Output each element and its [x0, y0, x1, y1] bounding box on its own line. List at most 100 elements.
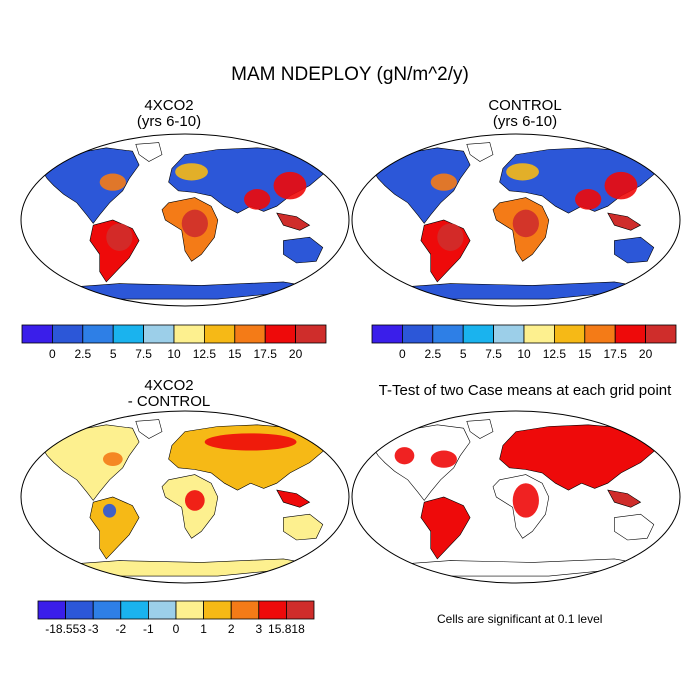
colorbar-diff-boxes-box-2	[92, 600, 122, 620]
colorbar-4xco2-boxes-box-2	[82, 324, 114, 344]
panel-2-title-line1: CONTROL	[488, 97, 562, 114]
colorbar-diff-boxes-box-0	[37, 600, 67, 620]
colorbar-diff-label-3: -1	[143, 622, 154, 636]
hotspot-africa-center	[512, 209, 539, 238]
globe-outline	[351, 410, 681, 584]
continent-seasia	[607, 489, 642, 508]
hotspot-eurasia-north	[204, 433, 297, 451]
colorbar-4xco2-label-6: 15	[228, 347, 242, 361]
continent-namerica	[371, 147, 471, 224]
globe-outline	[351, 133, 681, 307]
continent-seasia	[607, 212, 642, 231]
panel-1-title-line1: 4XCO2	[144, 97, 194, 114]
continent-australia	[614, 236, 655, 264]
hotspot-namerica-east	[430, 173, 457, 191]
colorbar-4xco2-label-3: 7.5	[135, 347, 152, 361]
colorbar-4xco2-boxes-box-4	[143, 324, 175, 344]
hotspot-namerica-east	[430, 450, 457, 468]
colorbar-4xco2-boxes-box-5	[173, 324, 205, 344]
hotspot-samerica-inner	[106, 223, 133, 251]
colorbar-diff-label-1: -3	[87, 622, 99, 636]
hotspot-africa-center	[185, 490, 205, 511]
colorbar-control-label-7: 17.5	[603, 347, 627, 361]
colorbar-4xco2-boxes-box-8	[264, 324, 297, 344]
colorbar-4xco2-label-1: 2.5	[74, 347, 92, 361]
continent-australia	[283, 236, 324, 264]
colorbar-4xco2-label-7: 17.5	[253, 347, 277, 361]
colorbar-4xco2-label-0: 0	[49, 347, 56, 361]
colorbar-4xco2-boxes-box-0	[21, 324, 53, 344]
colorbar-control-label-1: 2.5	[424, 347, 442, 361]
colorbar-control-boxes-box-3	[462, 324, 495, 344]
colorbar-4xco2-boxes-box-6	[203, 324, 236, 344]
hotspot-europe	[175, 163, 208, 181]
panel-1-title-line2: (yrs 6-10)	[136, 113, 202, 130]
hotspot-samerica-blue	[103, 503, 117, 518]
map-panel-4	[351, 410, 681, 584]
continent-samerica	[420, 496, 471, 560]
continent-eurasia	[499, 424, 658, 491]
colorbar-4xco2-boxes-box-1	[52, 324, 84, 344]
colorbar-control-boxes	[371, 324, 677, 344]
map-panel-1	[20, 133, 350, 307]
colorbar-4xco2-boxes-box-3	[112, 324, 144, 344]
colorbar-4xco2-boxes	[21, 324, 327, 344]
colorbar-diff-label-7: 3	[255, 622, 263, 636]
significance-note: Cells are significant at 0.1 level	[437, 612, 603, 626]
colorbar-diff-boxes-box-3	[120, 600, 149, 620]
colorbar-diff-label-8: 15.818	[268, 622, 305, 636]
continent-greenland	[466, 419, 494, 439]
colorbar-4xco2-label-5: 12.5	[192, 347, 217, 361]
colorbar-control-boxes-box-9	[645, 324, 677, 344]
colorbar-control-boxes-box-5	[523, 324, 555, 344]
colorbar-control-boxes-box-0	[371, 324, 403, 344]
continent-greenland	[466, 142, 494, 162]
colorbar-control-label-8: 20	[638, 347, 653, 361]
colorbar-control-label-5: 12.5	[542, 347, 567, 361]
colorbar-diff-boxes-box-9	[285, 600, 315, 620]
colorbar-diff-boxes-box-4	[147, 600, 177, 620]
colorbar-control-boxes-box-2	[432, 324, 464, 344]
hotspot-eurasia-india	[244, 189, 271, 210]
colorbar-diff-labels: -18.553 -3 -2 -1 0 1 2 3 15.818	[0, 622, 700, 638]
colorbar-diff-label-2: -2	[115, 622, 127, 636]
hotspot-namerica-east	[99, 173, 126, 191]
colorbar-control-label-3: 7.5	[485, 347, 502, 361]
map-panel-3	[20, 410, 350, 584]
colorbar-4xco2-label-8: 20	[288, 347, 303, 361]
colorbar-diff-boxes	[37, 600, 315, 620]
continent-namerica	[40, 147, 140, 224]
colorbar-diff-boxes-box-8	[258, 600, 287, 620]
colorbar-control-boxes-box-1	[401, 324, 434, 344]
hotspot-eurasia-east	[273, 171, 307, 200]
colorbar-diff-boxes-box-6	[203, 600, 232, 620]
colorbar-4xco2-label-2: 5	[109, 347, 117, 361]
hotspot-africa-center	[512, 483, 539, 518]
continent-seasia	[276, 489, 311, 508]
panel-4-title-line1: T-Test of two Case means at each grid po…	[378, 382, 672, 399]
colorbar-control-boxes-box-6	[554, 324, 586, 344]
hotspot-europe	[506, 163, 539, 181]
colorbar-control-label-2: 5	[459, 347, 467, 361]
colorbar-control-boxes-box-7	[584, 324, 616, 344]
colorbar-4xco2-boxes-box-9	[295, 324, 327, 344]
colorbar-4xco2-labels: 0 2.5 5 7.5 10 12.5 15 17.5 20	[0, 347, 700, 363]
colorbar-control-label-4: 10	[517, 347, 531, 361]
colorbar-4xco2-boxes-box-7	[234, 324, 266, 344]
colorbar-control-label-0: 0	[399, 347, 406, 361]
land-group	[371, 419, 658, 577]
figure-title: MAM NDEPLOY (gN/m^2/y)	[231, 64, 469, 85]
panel-4-title: T-Test of two Case means at each grid po…	[352, 383, 698, 399]
hotspot-namerica-east	[103, 452, 123, 467]
hotspot-eurasia-east	[604, 171, 638, 200]
panel-3-title-line2: - CONTROL	[127, 393, 211, 410]
hotspot-eurasia-india	[575, 189, 602, 210]
colorbar-diff-boxes-box-7	[230, 600, 260, 620]
colorbar-control-boxes-box-4	[493, 324, 525, 344]
colorbar-diff-label-6: 2	[227, 622, 235, 636]
globe-outline	[20, 133, 350, 307]
continent-namerica	[40, 424, 140, 501]
continent-australia	[283, 513, 324, 541]
